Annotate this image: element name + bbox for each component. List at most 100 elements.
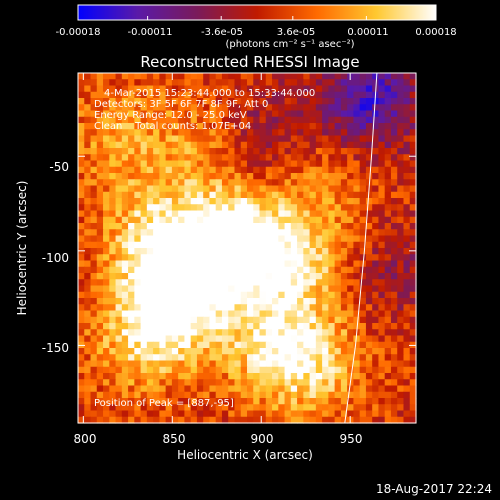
heatmap-cell [278, 85, 286, 93]
heatmap-cell [353, 285, 361, 293]
heatmap-cell [284, 391, 292, 399]
heatmap-cell [365, 304, 373, 312]
heatmap-cell [215, 229, 223, 237]
heatmap-cell [322, 373, 329, 380]
heatmap-cell [121, 323, 129, 330]
heatmap-cell [228, 160, 236, 168]
heatmap-cell [234, 73, 242, 80]
heatmap-cell [146, 341, 154, 349]
heatmap-cell [178, 285, 186, 293]
heatmap-cell [347, 260, 355, 268]
heatmap-cell [278, 285, 286, 293]
heatmap-cell [103, 198, 110, 205]
heatmap-cell [78, 366, 85, 374]
heatmap-cell [140, 160, 148, 168]
heatmap-cell [353, 341, 361, 349]
heatmap-cell [140, 360, 148, 368]
heatmap-cell [196, 379, 204, 387]
heatmap-cell [278, 104, 286, 112]
heatmap-cell [365, 279, 373, 287]
heatmap-cell [178, 298, 186, 305]
heatmap-cell [328, 379, 336, 387]
heatmap-cell [309, 341, 317, 349]
heatmap-cell [297, 85, 304, 93]
heatmap-cell [184, 79, 192, 87]
heatmap-cell [390, 260, 398, 268]
heatmap-cell [284, 79, 292, 87]
heatmap-cell [340, 204, 348, 212]
heatmap-cell [265, 123, 273, 130]
heatmap-cell [96, 298, 104, 305]
heatmap-cell [372, 348, 380, 355]
heatmap-cell [209, 229, 217, 237]
heatmap-cell [322, 198, 329, 205]
heatmap-cell [78, 260, 85, 268]
heatmap-cell [397, 129, 405, 137]
heatmap-cell [384, 191, 392, 199]
heatmap-cell [96, 260, 104, 268]
heatmap-cell [171, 110, 179, 118]
heatmap-cell [303, 166, 311, 174]
heatmap-cell [322, 123, 329, 130]
heatmap-cell [359, 354, 367, 362]
heatmap-cell [134, 148, 142, 155]
heatmap-cell [128, 229, 135, 237]
heatmap-cell [315, 141, 323, 149]
heatmap-cell [115, 341, 123, 349]
heatmap-cell [334, 216, 342, 224]
heatmap-cell [297, 141, 304, 149]
heatmap-cell [171, 204, 179, 212]
heatmap-cell [290, 123, 298, 130]
heatmap-cell [221, 85, 229, 93]
heatmap-cell [334, 391, 342, 399]
heatmap-cell [347, 223, 355, 230]
heatmap-cell [365, 129, 373, 137]
heatmap-cell [303, 398, 311, 405]
heatmap-cell [247, 304, 254, 312]
heatmap-cell [347, 329, 355, 337]
heatmap-cell [209, 260, 217, 268]
heatmap-cell [303, 391, 311, 399]
heatmap-cell [153, 373, 160, 380]
heatmap-cell [96, 398, 104, 405]
heatmap-cell [272, 404, 279, 412]
heatmap-cell [334, 323, 342, 330]
heatmap-cell [196, 116, 204, 124]
heatmap-cell [265, 73, 273, 80]
heatmap-cell [165, 260, 173, 268]
heatmap-cell [109, 98, 117, 105]
heatmap-cell [247, 241, 254, 249]
heatmap-cell [378, 248, 386, 255]
heatmap-cell [84, 98, 92, 105]
heatmap-cell [278, 404, 286, 412]
heatmap-cell [165, 410, 173, 418]
heatmap-cell [322, 410, 329, 418]
heatmap-cell [322, 298, 329, 305]
heatmap-cell [84, 360, 92, 368]
heatmap-cell [265, 285, 273, 293]
heatmap-cell [403, 210, 411, 218]
heatmap-cell [378, 298, 386, 305]
heatmap-cell [240, 241, 248, 249]
heatmap-cell [347, 179, 355, 187]
heatmap-cell [178, 348, 186, 355]
heatmap-cell [140, 379, 148, 387]
heatmap-cell [359, 248, 367, 255]
heatmap-cell [121, 348, 129, 355]
heatmap-cell [146, 304, 154, 312]
heatmap-cell [303, 129, 311, 137]
heatmap-cell [290, 398, 298, 405]
heatmap-cell [284, 260, 292, 268]
heatmap-cell [196, 323, 204, 330]
heatmap-cell [78, 410, 85, 418]
heatmap-cell [90, 191, 98, 199]
heatmap-cell [103, 179, 110, 187]
heatmap-cell [221, 135, 229, 143]
heatmap-cell [253, 216, 261, 224]
heatmap-cell [140, 404, 148, 412]
heatmap-cell [259, 116, 267, 124]
heatmap-cell [365, 91, 373, 99]
heatmap-cell [365, 110, 373, 118]
heatmap-cell [190, 123, 198, 130]
heatmap-cell [221, 410, 229, 418]
